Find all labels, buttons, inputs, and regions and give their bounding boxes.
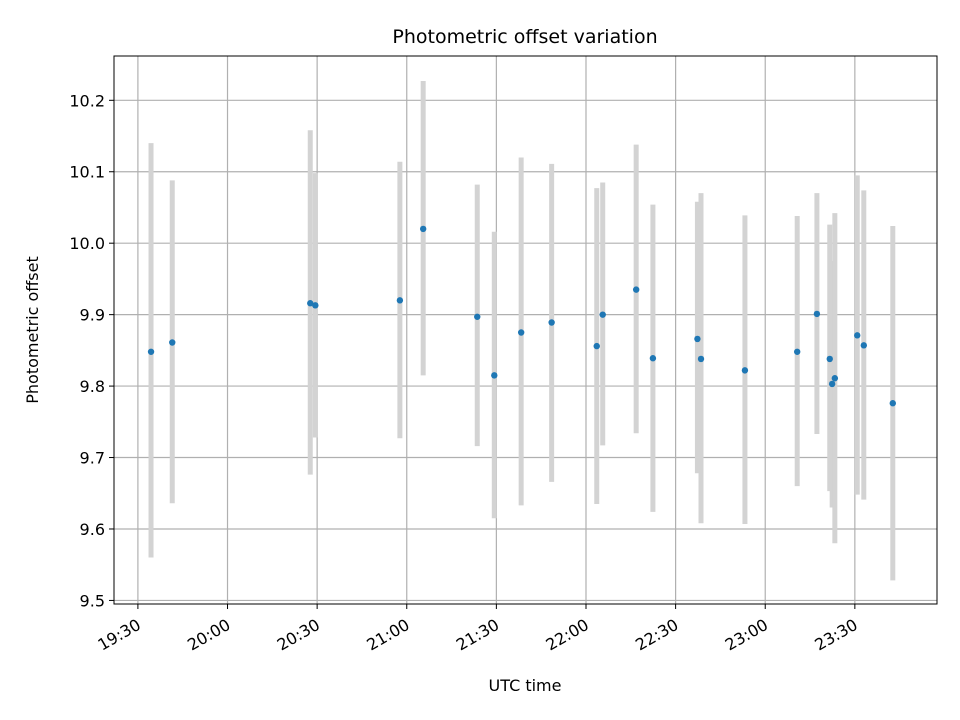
y-tick-label: 9.5 [80, 591, 105, 610]
y-tick-label: 9.9 [80, 306, 105, 325]
plot-frame [113, 55, 938, 605]
data-points [147, 225, 896, 407]
x-tick-label: 20:00 [184, 615, 233, 655]
data-point [419, 225, 427, 233]
data-point [312, 302, 319, 309]
grid-lines [114, 56, 937, 604]
data-point [491, 372, 498, 379]
data-point [169, 339, 176, 346]
data-point [889, 400, 896, 407]
x-tick-label: 21:30 [453, 615, 502, 655]
data-point [396, 297, 404, 304]
y-tick-label: 9.6 [80, 520, 105, 539]
data-point [147, 348, 155, 355]
x-tick-label: 22:30 [632, 615, 681, 655]
data-point [517, 329, 525, 336]
data-point [826, 355, 833, 363]
x-tick-label: 19:30 [94, 615, 143, 655]
data-point [854, 332, 861, 339]
data-point [741, 367, 749, 374]
x-tick-label: 22:00 [543, 615, 592, 655]
chart-title: Photometric offset variation [392, 26, 657, 48]
data-point [548, 319, 555, 326]
axis-ticks: 19:30 20:00 20:30 21:00 21:30 22:00 22:30 23:00… [69, 91, 860, 654]
x-tick-label: 20:30 [274, 615, 323, 655]
data-point [828, 380, 836, 388]
y-tick-label: 9.7 [80, 449, 105, 468]
data-point [632, 286, 640, 293]
data-point [474, 313, 481, 320]
y-axis-label: Photometric offset [23, 256, 42, 404]
y-tick-label: 9.8 [80, 377, 105, 396]
x-axis-label: UTC time [489, 676, 562, 695]
data-point [593, 342, 600, 350]
data-point [813, 310, 821, 318]
x-tick-label: 21:00 [363, 615, 412, 655]
data-point [599, 311, 606, 318]
data-point [697, 355, 705, 363]
y-tick-label: 10.1 [69, 163, 105, 182]
data-point [694, 335, 701, 343]
x-tick-label: 23:30 [811, 615, 860, 655]
data-point [649, 355, 657, 362]
data-point [307, 300, 314, 307]
data-point [793, 348, 801, 355]
y-tick-label: 10.0 [69, 234, 105, 253]
y-tick-label: 10.2 [69, 91, 105, 110]
x-tick-label: 23:00 [722, 615, 771, 655]
data-point [860, 342, 868, 349]
data-point [831, 375, 839, 382]
